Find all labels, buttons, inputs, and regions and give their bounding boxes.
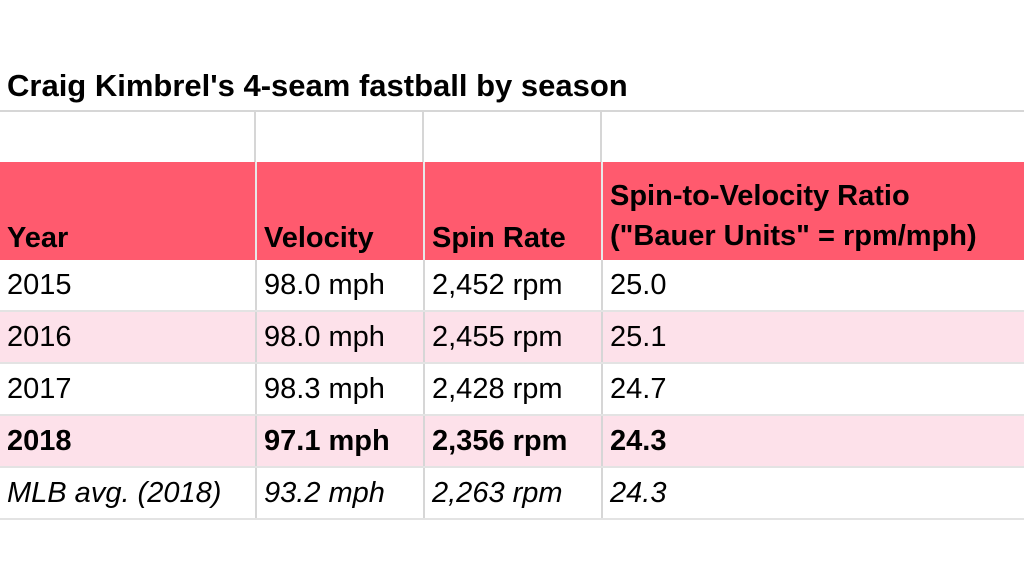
cell-velocity: 93.2 mph	[256, 467, 425, 520]
cell-ratio: 25.0	[602, 260, 1024, 312]
title-divider	[0, 110, 1024, 112]
table-row: 2016 98.0 mph 2,455 rpm 25.1	[0, 311, 1024, 364]
cell-velocity: 98.3 mph	[256, 363, 425, 416]
header-spin-rate: Spin Rate	[424, 162, 603, 260]
cell-ratio: 24.3	[602, 415, 1024, 468]
cell-spin-rate: 2,356 rpm	[424, 415, 603, 468]
cell-year: 2015	[0, 260, 257, 312]
cell-velocity: 98.0 mph	[256, 260, 425, 312]
header-velocity: Velocity	[256, 162, 425, 260]
table-title: Craig Kimbrel's 4-seam fastball by seaso…	[7, 68, 628, 103]
cell-spin-rate: 2,263 rpm	[424, 467, 603, 520]
header-year: Year	[0, 162, 257, 260]
cell-ratio: 24.3	[602, 467, 1024, 520]
column-divider	[422, 112, 424, 162]
cell-year: 2017	[0, 363, 257, 416]
header-ratio-line2: ("Bauer Units" = rpm/mph)	[610, 220, 977, 252]
cell-ratio: 25.1	[602, 311, 1024, 364]
column-divider	[600, 112, 602, 162]
cell-year: 2016	[0, 311, 257, 364]
table-row: 2015 98.0 mph 2,452 rpm 25.0	[0, 260, 1024, 312]
header-row: Year Velocity Spin Rate Spin-to-Velocity…	[0, 162, 1024, 260]
cell-spin-rate: 2,455 rpm	[424, 311, 603, 364]
cell-velocity: 97.1 mph	[256, 415, 425, 468]
cell-spin-rate: 2,428 rpm	[424, 363, 603, 416]
table-row: 2017 98.3 mph 2,428 rpm 24.7	[0, 363, 1024, 416]
cell-ratio: 24.7	[602, 363, 1024, 416]
cell-year: MLB avg. (2018)	[0, 467, 257, 520]
table-row: 2018 97.1 mph 2,356 rpm 24.3	[0, 415, 1024, 468]
column-divider	[254, 112, 256, 162]
data-table: Year Velocity Spin Rate Spin-to-Velocity…	[0, 162, 1024, 520]
cell-year: 2018	[0, 415, 257, 468]
header-ratio: Spin-to-Velocity Ratio ("Bauer Units" = …	[602, 162, 1024, 260]
cell-spin-rate: 2,452 rpm	[424, 260, 603, 312]
table-row: MLB avg. (2018) 93.2 mph 2,263 rpm 24.3	[0, 467, 1024, 520]
cell-velocity: 98.0 mph	[256, 311, 425, 364]
header-ratio-line1: Spin-to-Velocity Ratio	[610, 180, 910, 212]
